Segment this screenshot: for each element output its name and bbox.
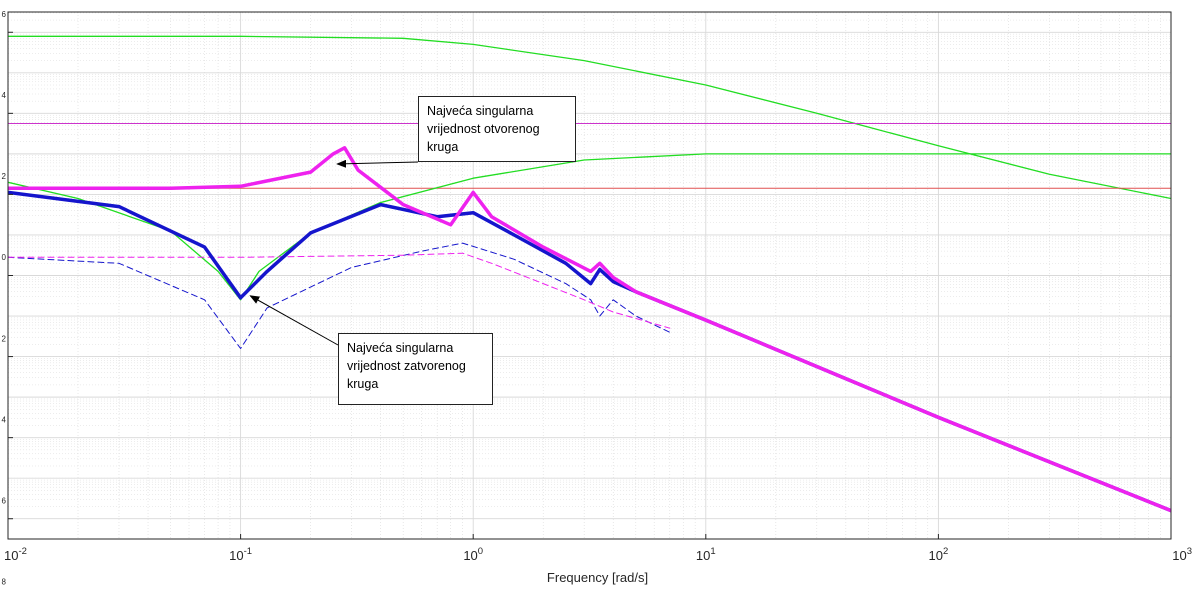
arrow-layer xyxy=(249,159,419,346)
series-line-5 xyxy=(8,252,671,329)
annotation-arrow xyxy=(249,295,339,346)
annotation-open-loop: Najveća singularna vrijednost otvorenog … xyxy=(418,96,576,162)
series-line-4 xyxy=(8,242,671,349)
y-tick-label: 2 xyxy=(2,172,7,181)
grid-layer xyxy=(7,12,1171,539)
x-tick-label: 103 xyxy=(1172,546,1192,563)
annotation-closed-line-2: vrijednost zatvorenog xyxy=(347,359,466,373)
tick-layer: 10-2 10-1 100 101 102 103 6 4 2 0 2 4 6 8 xyxy=(2,10,1192,587)
annotation-open-line-3: kruga xyxy=(427,140,459,154)
x-axis-label: Frequency [rad/s] xyxy=(546,570,649,585)
series-layer xyxy=(8,35,1171,513)
annotation-closed-loop: Najveća singularna vrijednost zatvorenog… xyxy=(338,333,493,405)
y-tick-label: 2 xyxy=(2,334,7,343)
x-tick-label: 10-1 xyxy=(229,546,252,563)
annotation-closed-line-3: kruga xyxy=(347,377,379,391)
y-tick-label: 4 xyxy=(2,91,7,100)
annotation-arrow xyxy=(336,159,419,168)
series-line-0 xyxy=(8,35,1171,200)
y-tick-label: 0 xyxy=(2,253,7,262)
annotation-open-line-1: Najveća singularna xyxy=(427,104,534,118)
series-line-7 xyxy=(8,146,1171,513)
y-tick-label: 8 xyxy=(2,578,7,587)
series-line-6 xyxy=(8,190,1171,513)
series-line-3 xyxy=(8,153,1171,301)
y-tick-label: 6 xyxy=(2,496,7,505)
annotation-open-line-2: vrijednost otvorenog xyxy=(427,122,540,136)
annotation-closed-line-1: Najveća singularna xyxy=(347,341,454,355)
x-tick-label: 100 xyxy=(463,546,483,563)
y-tick-label: 4 xyxy=(2,415,7,424)
x-tick-label: 101 xyxy=(696,546,716,563)
x-tick-label: 102 xyxy=(929,546,949,563)
y-tick-label: 6 xyxy=(2,10,7,19)
x-tick-label: 10-2 xyxy=(4,546,27,563)
